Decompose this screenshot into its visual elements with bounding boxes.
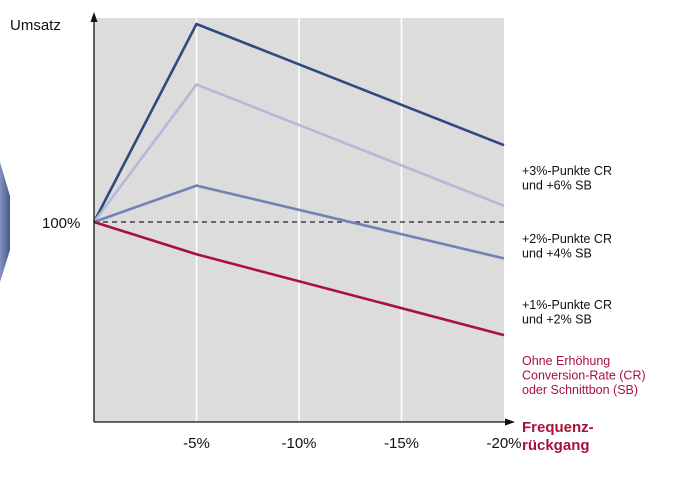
series-line-cr2 (92, 83, 505, 223)
series-label-cr2: +2%-Punkte CR (522, 232, 612, 246)
x-tick-label: -20% (486, 435, 521, 452)
series-group (92, 22, 505, 337)
x-axis-label-line1: Frequenz- (522, 419, 594, 436)
x-tick-label: -10% (281, 435, 316, 452)
y-axis-arrow (90, 12, 98, 22)
series-label-base: Ohne Erhöhung (522, 354, 610, 368)
series-label-base: Conversion-Rate (CR) (522, 369, 646, 383)
series-label-cr1: +1%-Punkte CR (522, 298, 612, 312)
series-label-cr1: und +2% SB (522, 313, 592, 327)
decorative-arrow-shape (0, 162, 10, 282)
x-axis-label-line2: rückgang (522, 437, 590, 454)
x-tick-label: -15% (384, 435, 419, 452)
series-label-cr3: und +6% SB (522, 179, 592, 193)
y-reference-label: 100% (42, 215, 80, 232)
series-line-cr1 (93, 184, 505, 260)
y-axis-label: Umsatz (10, 17, 61, 34)
series-line-base (93, 220, 505, 337)
x-tick-labels: -5% -10% -15% -20% (183, 435, 521, 452)
x-axis-arrow (505, 418, 515, 426)
series-line-cr3 (92, 22, 505, 223)
series-label-base: oder Schnittbon (SB) (522, 383, 638, 397)
series-label-cr3: +3%-Punkte CR (522, 164, 612, 178)
series-label-cr2: und +4% SB (522, 247, 592, 261)
x-tick-label: -5% (183, 435, 210, 452)
